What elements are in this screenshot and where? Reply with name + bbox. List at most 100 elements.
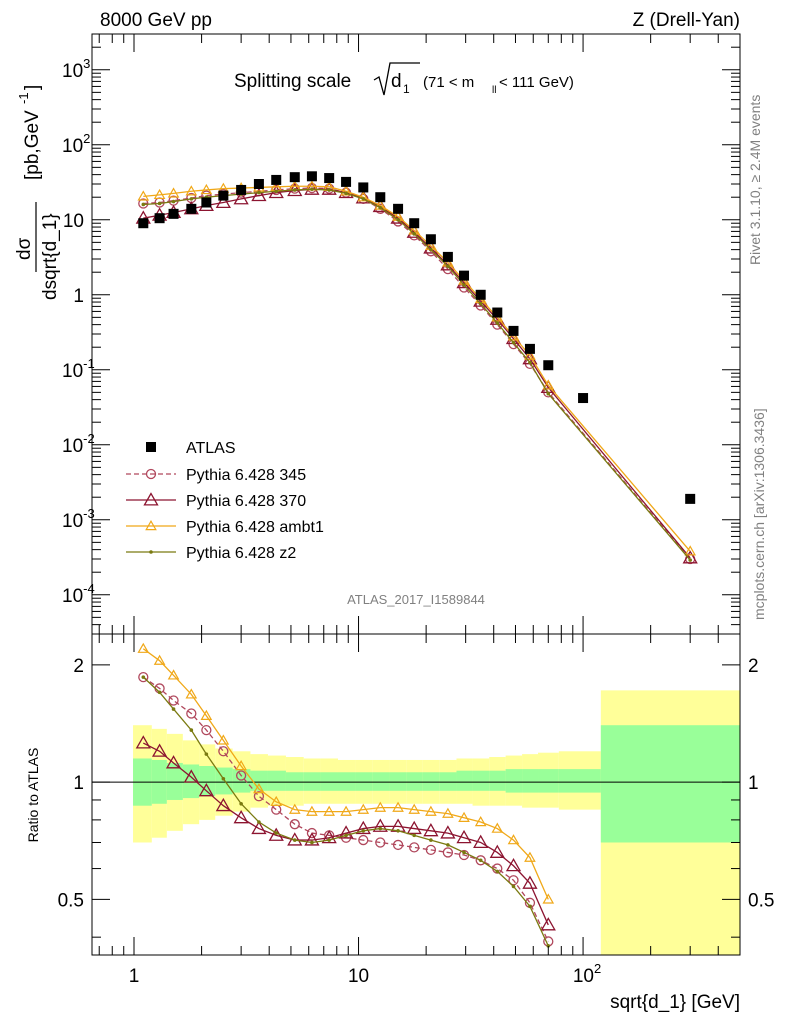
legend-marker-ambt1 bbox=[145, 519, 157, 531]
y-tick-label-ratio-right-1: 1 bbox=[748, 773, 759, 794]
atlas-points-group bbox=[138, 171, 696, 504]
ratio-point-z2-13 bbox=[361, 829, 366, 833]
point-z2-0 bbox=[141, 202, 146, 207]
ratio-point-z2-7 bbox=[257, 820, 261, 824]
band-inner-16 bbox=[406, 772, 423, 791]
y-tick-label-main-4: 1 bbox=[73, 286, 84, 307]
band-inner-25 bbox=[558, 769, 601, 793]
ratio-point-p370-20 bbox=[473, 834, 489, 849]
ratio-point-p345-5 bbox=[218, 746, 229, 757]
point-atlas-13 bbox=[358, 182, 369, 193]
band-inner-13 bbox=[355, 772, 373, 791]
legend-label-p345: Pythia 6.428 345 bbox=[186, 467, 306, 484]
ratio-point-ambt1-17 bbox=[425, 805, 437, 816]
y-tick-label-main-0-sup: -4 bbox=[83, 581, 95, 596]
y-tick-label-main-7-base: 10 bbox=[62, 61, 83, 82]
ratio-line-ambt1 bbox=[142, 648, 549, 900]
point-atlas-23 bbox=[524, 343, 535, 354]
band-inner-20 bbox=[472, 770, 490, 791]
ratio-point-z2-23 bbox=[528, 904, 532, 909]
band-inner-6 bbox=[232, 769, 251, 793]
band-inner-22 bbox=[505, 769, 523, 793]
y-tick-label-main-1-sup: -3 bbox=[83, 506, 95, 521]
band-inner-18 bbox=[439, 772, 457, 791]
ratio-point-z2-17 bbox=[429, 838, 433, 842]
x-label: sqrt{d_1} [GeV] bbox=[610, 992, 740, 1013]
point-z2-25 bbox=[688, 558, 692, 562]
ratio-point-p370-11 bbox=[321, 829, 337, 844]
ratio-point-z2-10 bbox=[310, 840, 314, 845]
point-z2-23 bbox=[528, 360, 532, 365]
point-atlas-25 bbox=[578, 393, 589, 404]
ratio-frame bbox=[91, 633, 741, 956]
point-atlas-0 bbox=[138, 218, 149, 229]
band-inner-7 bbox=[250, 770, 268, 791]
y-tick-label-main-3: 10-1 bbox=[62, 356, 95, 382]
ratio-point-p370-1 bbox=[151, 743, 168, 757]
ratio-point-p345-17 bbox=[425, 844, 437, 856]
ratio-line-p370 bbox=[143, 742, 549, 926]
ratio-point-p345-7 bbox=[253, 791, 265, 802]
band-inner-12 bbox=[337, 772, 356, 791]
y-label-ratio: Ratio to ATLAS bbox=[25, 748, 41, 843]
point-atlas-15 bbox=[393, 203, 404, 214]
point-atlas-26 bbox=[685, 493, 696, 504]
point-atlas-6 bbox=[236, 184, 247, 195]
ratio-point-ambt1-24 bbox=[542, 893, 555, 904]
point-atlas-4 bbox=[201, 197, 212, 208]
y-tick-label-ratio-right-0: 0.5 bbox=[748, 890, 774, 911]
y-tick-label-main-6: 102 bbox=[62, 131, 90, 157]
x-tick-label-2: 102 bbox=[573, 961, 601, 987]
ratio-point-p345-16 bbox=[409, 842, 420, 853]
point-p370-5 bbox=[215, 194, 231, 209]
point-ambt1-0 bbox=[137, 190, 150, 201]
ratio-point-ambt1-13 bbox=[357, 803, 370, 814]
ratio-point-ambt1-7 bbox=[253, 783, 265, 794]
y-tick-label-main-7: 103 bbox=[62, 56, 90, 82]
y-tick-label-main-0-base: 10 bbox=[62, 586, 83, 607]
point-ambt1-1 bbox=[153, 188, 166, 200]
ratio-point-p370-10 bbox=[304, 832, 320, 846]
point-ambt1-4 bbox=[200, 183, 213, 195]
y-label-units: [pb,GeV bbox=[22, 110, 43, 180]
ratio-point-p345-6 bbox=[235, 770, 247, 781]
legend-marker-p370 bbox=[143, 492, 159, 506]
ratio-point-ambt1-1 bbox=[153, 654, 166, 665]
point-z2-7 bbox=[257, 190, 261, 195]
rivet-label: Rivet 3.1.10, ≥ 2.4M events bbox=[747, 95, 763, 265]
band-inner-14 bbox=[372, 772, 390, 791]
ratio-point-ambt1-20 bbox=[474, 816, 487, 827]
main-frame bbox=[91, 33, 741, 635]
ratio-point-p370-22 bbox=[505, 857, 522, 872]
point-atlas-9 bbox=[289, 172, 300, 183]
ratio-point-z2-4 bbox=[204, 752, 209, 756]
y-tick-label-main-2-sup: -2 bbox=[83, 431, 95, 446]
ratio-point-p370-17 bbox=[423, 822, 439, 837]
legend-label-ambt1: Pythia 6.428 ambt1 bbox=[186, 519, 324, 536]
point-atlas-19 bbox=[459, 270, 470, 281]
point-ambt1-3 bbox=[185, 185, 198, 196]
legend-label-atlas: ATLAS bbox=[186, 440, 236, 457]
band-inner-19 bbox=[456, 770, 473, 791]
mcplots-label: mcplots.cern.ch [arXiv:1306.3436] bbox=[751, 408, 767, 620]
point-atlas-21 bbox=[492, 307, 503, 318]
y-tick-label-ratio-left-1: 1 bbox=[73, 773, 84, 794]
band-inner-26 bbox=[600, 725, 740, 843]
point-z2-1 bbox=[157, 201, 162, 206]
ratio-point-ambt1-6 bbox=[235, 759, 247, 771]
point-atlas-10 bbox=[306, 171, 317, 182]
title-prefix: Splitting scale bbox=[234, 71, 351, 92]
title-symbol-sub: 1 bbox=[403, 82, 410, 96]
title-range-pre: (71 < m bbox=[423, 74, 474, 91]
ratio-point-z2-16 bbox=[412, 833, 417, 838]
legend-item-ambt1: Pythia 6.428 ambt1 bbox=[126, 519, 324, 536]
ratio-point-z2-22 bbox=[511, 884, 516, 889]
x-tick-label-1: 10 bbox=[348, 966, 369, 987]
ratio-point-ambt1-14 bbox=[374, 801, 387, 812]
legend: ATLAS Pythia 6.428 345 Pythia 6.428 370 Pyt… bbox=[126, 440, 324, 562]
ratio-point-ambt1-19 bbox=[458, 811, 470, 822]
ratio-point-z2-24 bbox=[546, 944, 551, 948]
point-p370-6 bbox=[233, 191, 249, 205]
title-range-post: < 111 GeV) bbox=[499, 74, 574, 91]
